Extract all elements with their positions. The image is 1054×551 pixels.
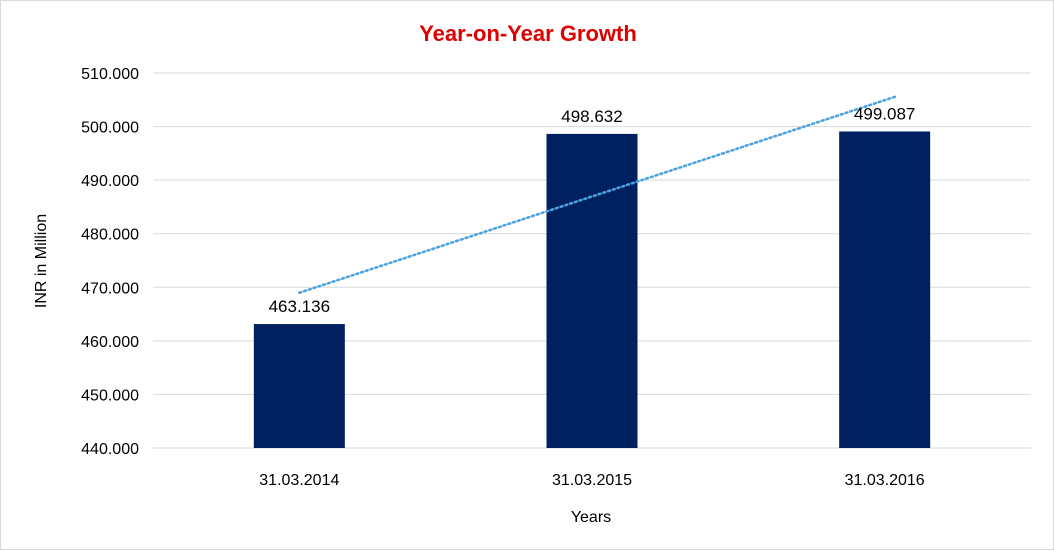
data-label: 499.087 — [854, 104, 915, 123]
data-label: 463.136 — [269, 297, 330, 316]
x-tick-label: 31.03.2015 — [552, 472, 632, 489]
x-axis-title: Years — [571, 509, 611, 526]
y-tick-label: 450.000 — [81, 387, 139, 404]
y-tick-label: 510.000 — [81, 66, 139, 83]
y-tick-label: 490.000 — [81, 173, 139, 190]
y-tick-label: 500.000 — [81, 120, 139, 137]
y-tick-label: 460.000 — [81, 334, 139, 351]
y-tick-label: 440.000 — [81, 441, 139, 458]
x-tick-label: 31.03.2016 — [845, 472, 925, 489]
y-axis-title: INR in Million — [33, 214, 50, 308]
x-tick-label: 31.03.2014 — [259, 472, 339, 489]
bars — [253, 131, 931, 448]
bar — [839, 131, 931, 448]
trendline-layer — [298, 95, 898, 295]
data-label: 498.632 — [561, 107, 622, 126]
labels: 440.000 450.000 460.000 470.000 480.000 490.0… — [81, 66, 925, 489]
bar — [546, 133, 638, 448]
y-tick-label: 480.000 — [81, 227, 139, 244]
bar — [253, 324, 345, 448]
chart-title: Year-on-Year Growth — [419, 21, 637, 46]
y-tick-label: 470.000 — [81, 280, 139, 297]
trendline — [298, 95, 898, 295]
